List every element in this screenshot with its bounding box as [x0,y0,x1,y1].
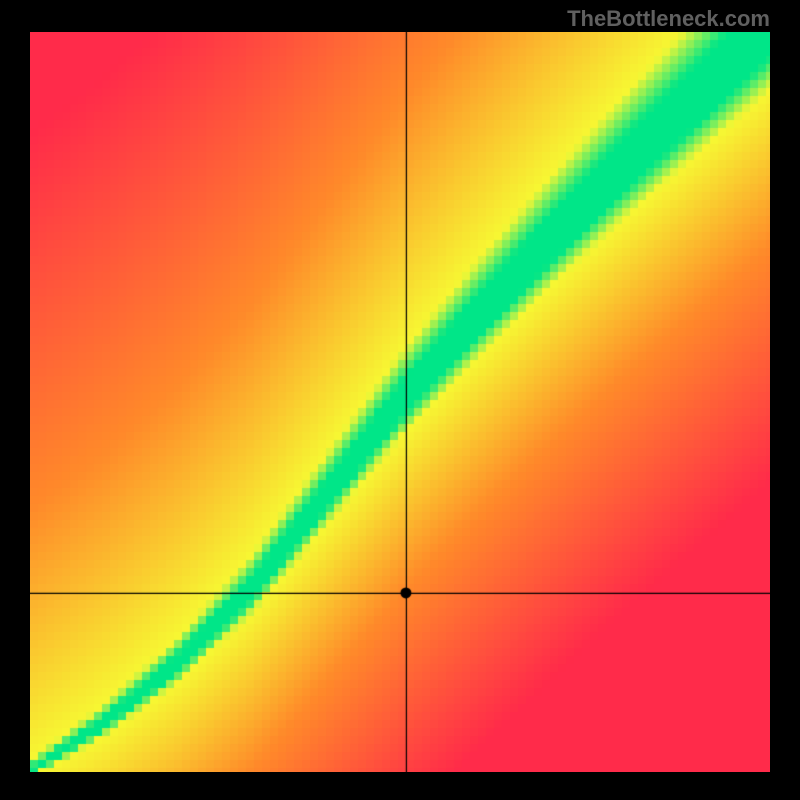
bottleneck-heatmap [30,32,770,772]
chart-container: { "watermark": { "text": "TheBottleneck.… [0,0,800,800]
watermark-text: TheBottleneck.com [567,6,770,32]
